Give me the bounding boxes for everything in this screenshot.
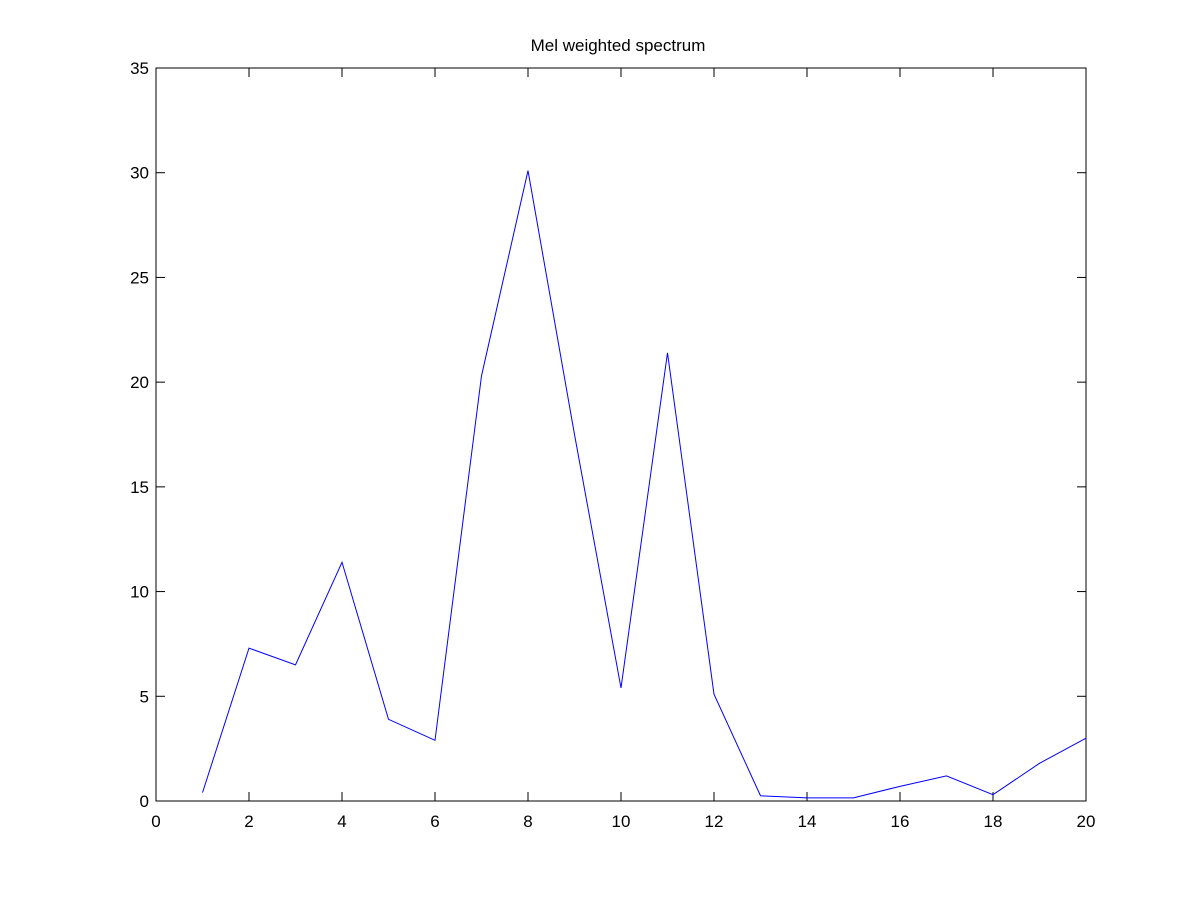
series-layer (202, 170, 1087, 799)
x-axis-ticks (155, 68, 1087, 801)
y-tick-label: 0 (140, 792, 149, 811)
x-tick-label: 0 (151, 812, 160, 831)
y-tick-label: 25 (130, 268, 149, 287)
y-tick-label: 30 (130, 164, 149, 183)
x-tick-label: 8 (523, 812, 532, 831)
y-tick-label: 15 (130, 478, 149, 497)
x-tick-label: 18 (984, 812, 1003, 831)
x-tick-label: 16 (891, 812, 910, 831)
y-axis-ticks (156, 67, 1086, 802)
x-tick-label: 6 (430, 812, 439, 831)
x-tick-label: 14 (798, 812, 817, 831)
y-tick-label: 35 (130, 59, 149, 78)
x-tick-label: 4 (337, 812, 346, 831)
y-axis-tick-labels: 0 5 10 15 20 25 30 35 (130, 59, 149, 811)
x-tick-label: 10 (612, 812, 631, 831)
y-tick-label: 20 (130, 373, 149, 392)
x-axis-tick-labels: 0 2 4 6 8 10 12 14 16 18 20 (151, 812, 1095, 831)
x-tick-label: 12 (705, 812, 724, 831)
series-line-0 (202, 170, 1087, 799)
chart-title: Mel weighted spectrum (531, 36, 706, 55)
y-tick-label: 10 (130, 583, 149, 602)
x-tick-label: 20 (1077, 812, 1096, 831)
x-tick-label: 2 (244, 812, 253, 831)
y-tick-label: 5 (140, 687, 149, 706)
